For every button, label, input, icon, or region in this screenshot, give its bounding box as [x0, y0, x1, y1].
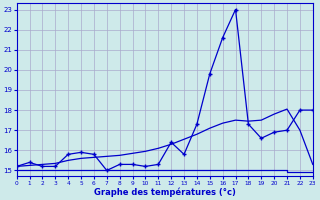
X-axis label: Graphe des températures (°c): Graphe des températures (°c) [94, 187, 236, 197]
